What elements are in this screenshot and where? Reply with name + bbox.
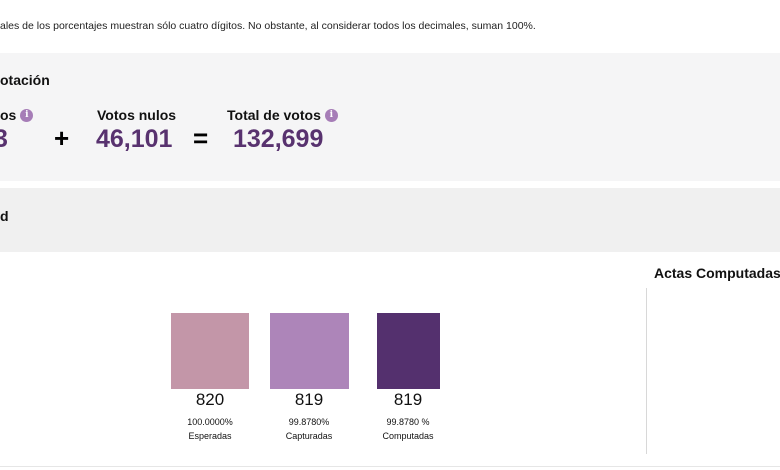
actas-esperadas-value: 820 (195, 390, 225, 409)
actas-computadas-percent: 99.8780 % (386, 417, 430, 427)
plus-sign: + (54, 123, 70, 153)
votos-nulos-label: Votos nulos (97, 107, 176, 123)
actas-computadas-label: Computadas (382, 431, 434, 441)
actas-capturadas-square (270, 313, 349, 389)
votos-value-partial: 3 (0, 125, 8, 153)
votacion-title: otación (0, 72, 50, 88)
actas-computadas-square (377, 313, 440, 389)
total-votos-value: 132,699 (233, 125, 324, 153)
actas-esperadas-square (171, 313, 249, 389)
info-icon[interactable]: i (20, 108, 34, 122)
actas-esperadas-label: Esperadas (188, 431, 232, 441)
total-votos-label-text: Total de votos (227, 107, 321, 123)
votos-label-partial: os i (0, 107, 34, 123)
total-votos-label: Total de votos i (227, 107, 338, 123)
bottom-divider (0, 466, 780, 467)
votos-nulos-value: 46,101 (96, 125, 173, 153)
votos-label-text: os (0, 107, 17, 123)
section-b-panel (0, 188, 780, 252)
actas-capturadas-label: Capturadas (285, 431, 333, 441)
actas-esperadas-percent: 100.0000% (187, 417, 233, 427)
actas-capturadas-value: 819 (294, 390, 324, 409)
info-icon[interactable]: i (324, 108, 338, 122)
votos-nulos-label-text: Votos nulos (97, 107, 177, 123)
actas-computadas-value: 819 (393, 390, 423, 409)
equals-sign: = (193, 123, 209, 153)
actas-capturadas-percent: 99.8780% (288, 417, 330, 427)
percentages-note: ales de los porcentajes muestran sólo cu… (0, 20, 536, 32)
divider (646, 288, 647, 454)
actas-computadas-title: Actas Computadas (654, 265, 780, 281)
votacion-panel (0, 53, 780, 181)
section-b-title: d (0, 208, 9, 224)
